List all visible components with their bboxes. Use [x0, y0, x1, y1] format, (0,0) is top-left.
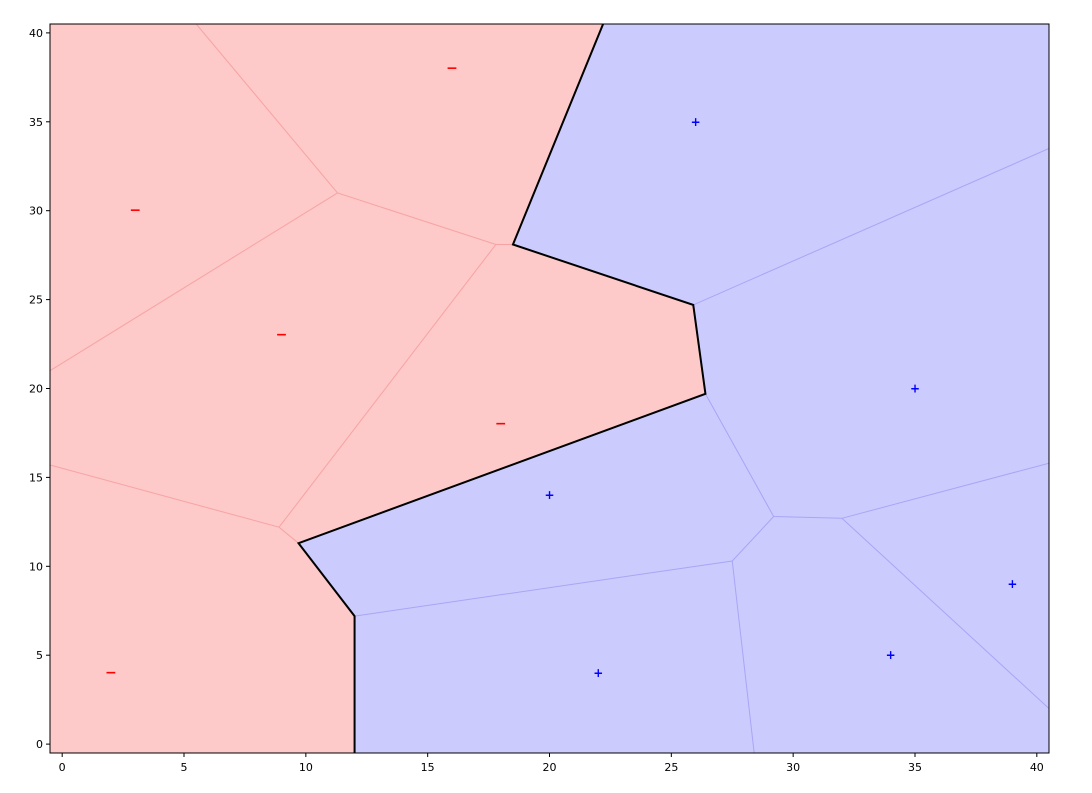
negative-cell-edge-1 — [195, 24, 338, 194]
negative-point-4: − — [495, 416, 507, 432]
x-axis: 0 5 10 15 20 25 30 35 40 — [59, 753, 1044, 774]
positive-cell-edge-7 — [731, 560, 755, 753]
decision-boundary-line — [296, 24, 707, 753]
positive-cell-edge-4 — [693, 148, 1049, 306]
positive-point-4: + — [910, 382, 920, 396]
negative-point-1: − — [129, 203, 141, 219]
y-tick-label-10: 10 — [29, 560, 43, 573]
x-tick-label-15: 15 — [421, 761, 435, 774]
x-tick-label-5: 5 — [181, 761, 188, 774]
positive-point-3: + — [886, 648, 896, 662]
negative-point-3: − — [446, 60, 458, 76]
negative-point-0: − — [105, 665, 117, 681]
negative-cell-edge-0 — [50, 192, 513, 372]
regions-layer — [50, 24, 1049, 753]
x-tick-label-40: 40 — [1030, 761, 1044, 774]
decision-boundary-layer — [296, 24, 707, 753]
negative-cell-edge-3 — [278, 244, 497, 528]
y-tick-label-40: 40 — [29, 27, 43, 40]
x-tick-label-20: 20 — [543, 761, 557, 774]
x-tick-label-0: 0 — [59, 761, 66, 774]
positive-cell-edge-8 — [841, 517, 1049, 709]
positive-cell-edge-5 — [705, 393, 1049, 519]
positive-point-5: + — [1007, 577, 1017, 591]
y-tick-label-25: 25 — [29, 294, 43, 307]
positive-point-1: + — [593, 666, 603, 680]
negative-point-2: − — [276, 327, 288, 343]
negative-region — [50, 24, 706, 753]
y-tick-label-30: 30 — [29, 205, 43, 218]
positive-point-0: + — [544, 488, 554, 502]
y-tick-label-15: 15 — [29, 471, 43, 484]
y-tick-label-0: 0 — [36, 738, 43, 751]
points-layer: − − − − − + + + + + + — [105, 60, 1017, 681]
cell-edges-layer — [50, 24, 1049, 753]
x-tick-label-10: 10 — [299, 761, 313, 774]
y-tick-label-35: 35 — [29, 116, 43, 129]
x-tick-label-25: 25 — [664, 761, 678, 774]
y-tick-label-5: 5 — [36, 649, 43, 662]
y-tick-label-20: 20 — [29, 383, 43, 396]
positive-point-2: + — [691, 115, 701, 129]
y-axis: 0 5 10 15 20 25 30 35 40 — [29, 27, 50, 751]
x-tick-label-35: 35 — [908, 761, 922, 774]
x-tick-label-30: 30 — [786, 761, 800, 774]
